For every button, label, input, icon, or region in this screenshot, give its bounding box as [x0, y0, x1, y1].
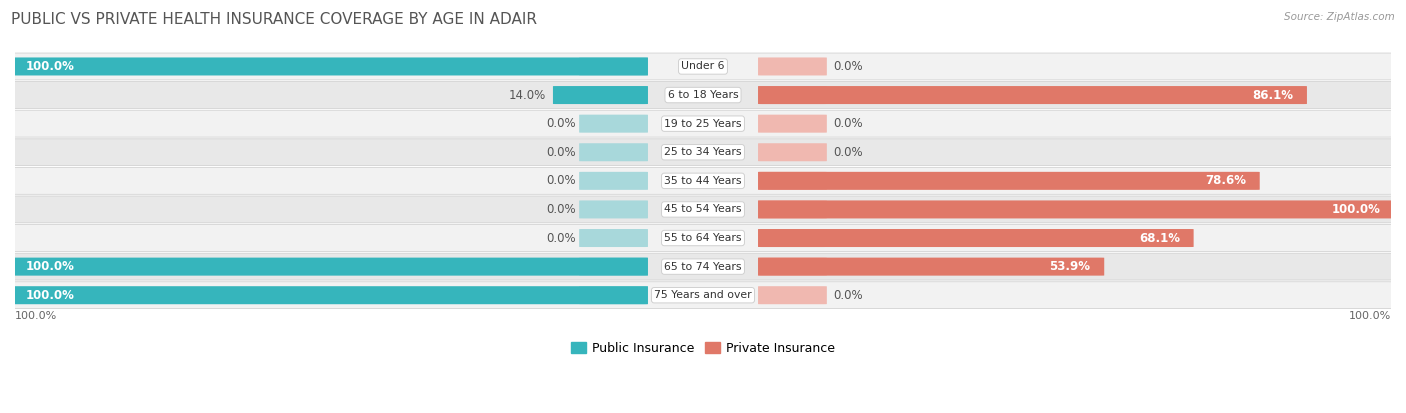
- FancyBboxPatch shape: [758, 200, 827, 218]
- FancyBboxPatch shape: [11, 57, 648, 76]
- Text: Under 6: Under 6: [682, 62, 724, 71]
- FancyBboxPatch shape: [758, 258, 827, 275]
- Text: 0.0%: 0.0%: [546, 117, 575, 130]
- Text: 19 to 25 Years: 19 to 25 Years: [664, 119, 742, 129]
- FancyBboxPatch shape: [4, 282, 1402, 309]
- FancyBboxPatch shape: [579, 229, 648, 247]
- Text: 14.0%: 14.0%: [509, 88, 546, 102]
- Text: 0.0%: 0.0%: [834, 117, 863, 130]
- FancyBboxPatch shape: [758, 229, 1194, 247]
- Legend: Public Insurance, Private Insurance: Public Insurance, Private Insurance: [567, 337, 839, 360]
- FancyBboxPatch shape: [4, 196, 1402, 223]
- FancyBboxPatch shape: [4, 225, 1402, 252]
- FancyBboxPatch shape: [4, 139, 1402, 166]
- FancyBboxPatch shape: [4, 167, 1402, 194]
- FancyBboxPatch shape: [758, 57, 827, 76]
- Text: 68.1%: 68.1%: [1139, 232, 1180, 244]
- Text: 78.6%: 78.6%: [1205, 174, 1246, 188]
- FancyBboxPatch shape: [579, 200, 648, 218]
- FancyBboxPatch shape: [4, 110, 1402, 137]
- Text: 55 to 64 Years: 55 to 64 Years: [664, 233, 742, 243]
- FancyBboxPatch shape: [579, 57, 648, 76]
- FancyBboxPatch shape: [579, 258, 648, 275]
- FancyBboxPatch shape: [758, 86, 1308, 104]
- Text: PUBLIC VS PRIVATE HEALTH INSURANCE COVERAGE BY AGE IN ADAIR: PUBLIC VS PRIVATE HEALTH INSURANCE COVER…: [11, 12, 537, 27]
- Text: 100.0%: 100.0%: [25, 260, 75, 273]
- Text: 0.0%: 0.0%: [546, 232, 575, 244]
- FancyBboxPatch shape: [579, 286, 648, 304]
- Text: 35 to 44 Years: 35 to 44 Years: [664, 176, 742, 186]
- Text: 0.0%: 0.0%: [834, 289, 863, 302]
- Text: 100.0%: 100.0%: [25, 289, 75, 302]
- Text: 65 to 74 Years: 65 to 74 Years: [664, 261, 742, 272]
- FancyBboxPatch shape: [11, 258, 648, 275]
- Text: 100.0%: 100.0%: [1331, 203, 1381, 216]
- FancyBboxPatch shape: [579, 86, 648, 104]
- FancyBboxPatch shape: [11, 286, 648, 304]
- FancyBboxPatch shape: [553, 86, 648, 104]
- FancyBboxPatch shape: [579, 115, 648, 133]
- FancyBboxPatch shape: [758, 258, 1104, 275]
- Text: 6 to 18 Years: 6 to 18 Years: [668, 90, 738, 100]
- Text: 0.0%: 0.0%: [834, 60, 863, 73]
- FancyBboxPatch shape: [758, 229, 827, 247]
- Text: 100.0%: 100.0%: [15, 311, 58, 321]
- Text: 45 to 54 Years: 45 to 54 Years: [664, 204, 742, 214]
- Text: 25 to 34 Years: 25 to 34 Years: [664, 147, 742, 157]
- Text: 0.0%: 0.0%: [546, 203, 575, 216]
- FancyBboxPatch shape: [758, 172, 1260, 190]
- FancyBboxPatch shape: [758, 172, 827, 190]
- Text: 53.9%: 53.9%: [1049, 260, 1091, 273]
- Text: 100.0%: 100.0%: [1348, 311, 1391, 321]
- FancyBboxPatch shape: [758, 86, 827, 104]
- Text: Source: ZipAtlas.com: Source: ZipAtlas.com: [1284, 12, 1395, 22]
- Text: 75 Years and over: 75 Years and over: [654, 290, 752, 300]
- Text: 0.0%: 0.0%: [834, 146, 863, 159]
- Text: 0.0%: 0.0%: [546, 146, 575, 159]
- FancyBboxPatch shape: [4, 253, 1402, 280]
- FancyBboxPatch shape: [4, 82, 1402, 109]
- Text: 0.0%: 0.0%: [546, 174, 575, 188]
- Text: 100.0%: 100.0%: [25, 60, 75, 73]
- FancyBboxPatch shape: [579, 143, 648, 161]
- FancyBboxPatch shape: [758, 286, 827, 304]
- FancyBboxPatch shape: [758, 200, 1395, 218]
- FancyBboxPatch shape: [4, 53, 1402, 80]
- FancyBboxPatch shape: [579, 172, 648, 190]
- FancyBboxPatch shape: [758, 115, 827, 133]
- FancyBboxPatch shape: [758, 143, 827, 161]
- Text: 86.1%: 86.1%: [1253, 88, 1294, 102]
